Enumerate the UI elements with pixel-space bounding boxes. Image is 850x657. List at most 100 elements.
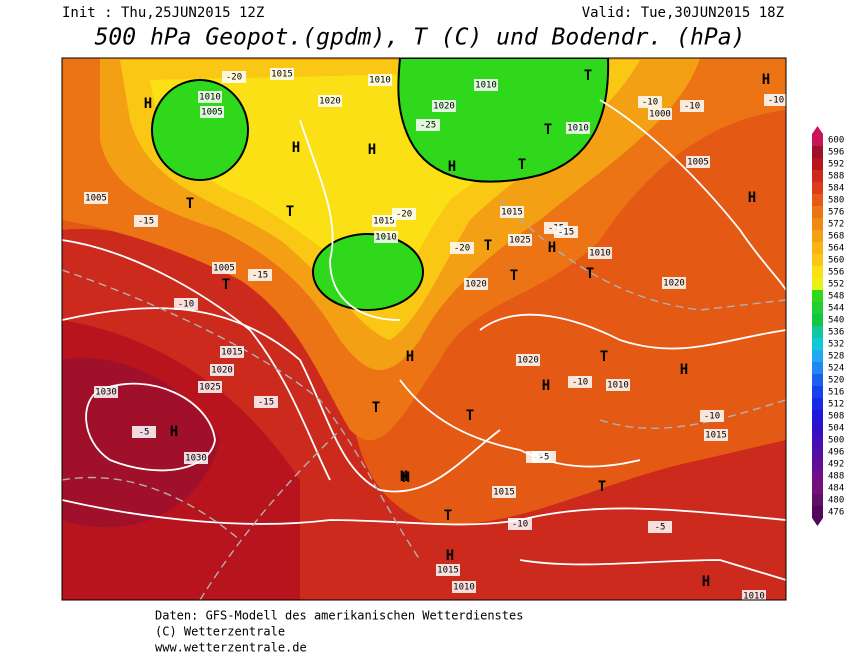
colorbar-label: 584 [828, 184, 844, 194]
contour-label: 1010 [369, 76, 391, 86]
label-box [270, 68, 294, 80]
contour-label: 1020 [319, 97, 341, 107]
label-box [648, 521, 672, 533]
colorbar-swatch [812, 410, 823, 422]
pressure-center: T [600, 349, 608, 365]
colorbar-label: 520 [828, 376, 844, 386]
isotherms [62, 199, 786, 600]
colorbar-swatch [812, 290, 823, 302]
label-box [588, 247, 612, 259]
pressure-center: H [548, 240, 556, 256]
pressure-center: T [518, 157, 526, 173]
pressure-center: T [186, 196, 194, 212]
label-box [132, 426, 156, 438]
label-box [318, 95, 342, 107]
map-title: 500 hPa Geopot.(gpdm), T (C) und Bodendr… [95, 25, 746, 51]
colorbar-swatch [812, 386, 823, 398]
colorbar-label: 508 [828, 412, 844, 422]
contour-label: -5 [139, 428, 150, 438]
colorbar-swatch [812, 506, 823, 518]
contour-label: 1010 [475, 81, 497, 91]
colorbar-label: 528 [828, 352, 844, 362]
contour-label: -10 [178, 300, 194, 310]
label-box [210, 364, 234, 376]
contour-label: 1010 [567, 124, 589, 134]
colorbar-label: 592 [828, 160, 844, 170]
map-frame [61, 57, 787, 601]
label-box [254, 396, 278, 408]
pressure-center: H [402, 470, 410, 486]
footer-url: www.wetterzentrale.de [155, 641, 307, 655]
label-box [452, 581, 476, 593]
colorbar-swatch [812, 314, 823, 326]
pressure-center: H [448, 159, 456, 175]
label-box [764, 94, 786, 106]
contour-label: 1020 [211, 366, 233, 376]
colorbar-label: 544 [828, 304, 844, 314]
label-box [508, 518, 532, 530]
map: 1015 1010 1005 H -20 1020 1010 H T 1020 -25 H 1010 T H… [62, 58, 786, 600]
contour-label: -10 [684, 102, 700, 112]
label-box [680, 100, 704, 112]
label-box [416, 119, 440, 131]
contour-label: 1025 [509, 236, 531, 246]
colorbar-label: 484 [828, 484, 844, 494]
pressure-center: T [286, 204, 294, 220]
label-box [248, 269, 272, 281]
label-box [84, 192, 108, 204]
colorbar-swatch [812, 422, 823, 434]
label-box [368, 74, 392, 86]
colorbar-swatch [812, 398, 823, 410]
contour-label: 1005 [85, 194, 107, 204]
pressure-center: T [372, 400, 380, 416]
contour-label: -15 [252, 271, 268, 281]
label-box [436, 564, 460, 576]
label-box [492, 486, 516, 498]
pressure-center: H [748, 190, 756, 206]
colorbar-label: 504 [828, 424, 844, 434]
footer-source: Daten: GFS-Modell des amerikanischen Wet… [155, 609, 523, 623]
contour-label: 1020 [517, 356, 539, 366]
label-box [500, 206, 524, 218]
contour-label: 1020 [663, 279, 685, 289]
contour-label: 1020 [433, 102, 455, 112]
colorbar-swatch [812, 218, 823, 230]
label-box [432, 100, 456, 112]
colorbar-bottom-arrow [812, 518, 823, 526]
label-box [222, 71, 246, 83]
label-box [212, 262, 236, 274]
contour-label: 1030 [95, 388, 117, 398]
colorbar-swatch [812, 170, 823, 182]
colorbar-label: 600 [828, 136, 844, 146]
colorbar-swatch [812, 446, 823, 458]
contour-label: -10 [512, 520, 528, 530]
label-box [704, 429, 728, 441]
label-box [662, 277, 686, 289]
label-box [450, 242, 474, 254]
contour-label: 1010 [453, 583, 475, 593]
colorbar-swatch [812, 470, 823, 482]
pressure-center: H [170, 424, 178, 440]
valid-time: Valid: Tue,30JUN2015 18Z [582, 5, 784, 21]
pressure-center: H [702, 574, 710, 590]
pressure-center: T [222, 277, 230, 293]
label-box [184, 452, 208, 464]
contour-label: -5 [539, 453, 550, 463]
label-box [464, 278, 488, 290]
contour-label: 1000 [649, 110, 671, 120]
pressure-center: T [444, 508, 452, 524]
contour-label: 1015 [271, 70, 293, 80]
pressure-center: H [400, 469, 408, 485]
colorbar-swatch [812, 326, 823, 338]
colorbar-label: 588 [828, 172, 844, 182]
contour-label: -10 [768, 96, 784, 106]
contour-label: 1005 [213, 264, 235, 274]
colorbar-swatch [812, 242, 823, 254]
colorbar-swatch [812, 278, 823, 290]
pressure-center: H [368, 142, 376, 158]
colorbar-swatch [812, 254, 823, 266]
colorbar-label: 524 [828, 364, 844, 374]
label-box [198, 91, 222, 103]
colorbar-label: 516 [828, 388, 844, 398]
pressure-center: H [292, 140, 300, 156]
